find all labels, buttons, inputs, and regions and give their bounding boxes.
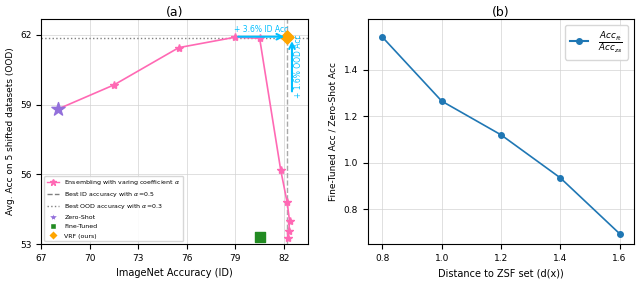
Y-axis label: Fine-Tuned Acc / Zero-Shot Acc: Fine-Tuned Acc / Zero-Shot Acc	[329, 62, 338, 201]
Title: (b): (b)	[492, 6, 510, 18]
Text: + 1.6% OOD Acc: + 1.6% OOD Acc	[294, 34, 303, 98]
Point	[255, 235, 265, 239]
Text: + 3.6% ID Acc: + 3.6% ID Acc	[234, 25, 289, 34]
Point	[282, 35, 292, 39]
Point	[52, 107, 63, 112]
Legend: Ensembling with varing coefficient $\alpha$, Best ID accuracy with $\alpha$=0.5,: Ensembling with varing coefficient $\alp…	[44, 176, 183, 241]
X-axis label: Distance to ZSF set (d(x)): Distance to ZSF set (d(x))	[438, 268, 564, 278]
X-axis label: ImageNet Accuracy (ID): ImageNet Accuracy (ID)	[116, 268, 233, 278]
Title: (a): (a)	[166, 6, 184, 18]
Legend: $\frac{Acc_{ft}}{Acc_{zs}}$: $\frac{Acc_{ft}}{Acc_{zs}}$	[564, 25, 628, 60]
Y-axis label: Avg. Acc on 5 shifted datasets (OOD): Avg. Acc on 5 shifted datasets (OOD)	[6, 47, 15, 215]
